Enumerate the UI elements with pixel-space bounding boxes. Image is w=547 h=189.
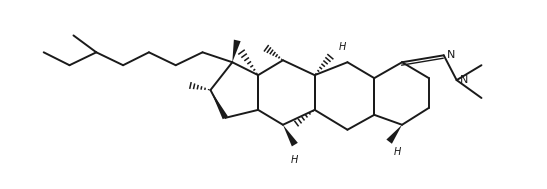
Text: N: N (447, 50, 455, 60)
Text: N: N (459, 75, 468, 85)
Polygon shape (211, 90, 228, 119)
Polygon shape (386, 125, 402, 144)
Polygon shape (232, 40, 241, 62)
Text: H: H (339, 42, 346, 52)
Text: H: H (394, 147, 401, 156)
Text: H: H (291, 155, 299, 165)
Polygon shape (283, 125, 298, 146)
